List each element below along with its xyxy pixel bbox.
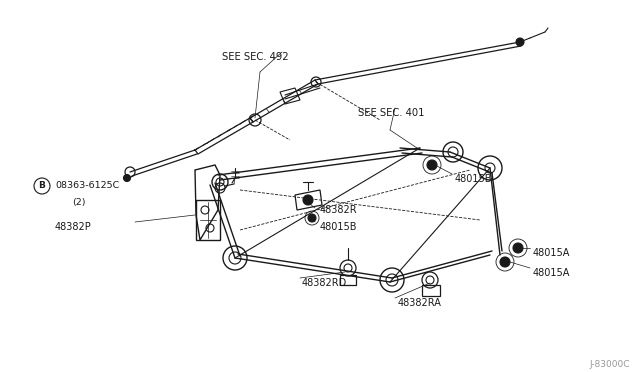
Circle shape xyxy=(427,160,437,170)
Text: SEE SEC. 492: SEE SEC. 492 xyxy=(222,52,289,62)
Circle shape xyxy=(516,38,524,46)
Text: (2): (2) xyxy=(72,198,86,207)
Text: J-83000C: J-83000C xyxy=(589,360,630,369)
Text: 48015A: 48015A xyxy=(533,248,570,258)
Text: 48015B: 48015B xyxy=(320,222,358,232)
Circle shape xyxy=(308,214,316,222)
Text: 48015A: 48015A xyxy=(533,268,570,278)
Text: SEE SEC. 401: SEE SEC. 401 xyxy=(358,108,424,118)
Text: 48382R: 48382R xyxy=(320,205,358,215)
Text: 48382RA: 48382RA xyxy=(398,298,442,308)
Circle shape xyxy=(124,174,131,182)
Text: 08363-6125C: 08363-6125C xyxy=(55,182,119,190)
Circle shape xyxy=(513,243,523,253)
Circle shape xyxy=(303,195,313,205)
Text: 48382RD: 48382RD xyxy=(302,278,348,288)
Text: 48382P: 48382P xyxy=(55,222,92,232)
Text: 48015B: 48015B xyxy=(455,174,493,184)
Text: B: B xyxy=(38,182,45,190)
Circle shape xyxy=(500,257,510,267)
